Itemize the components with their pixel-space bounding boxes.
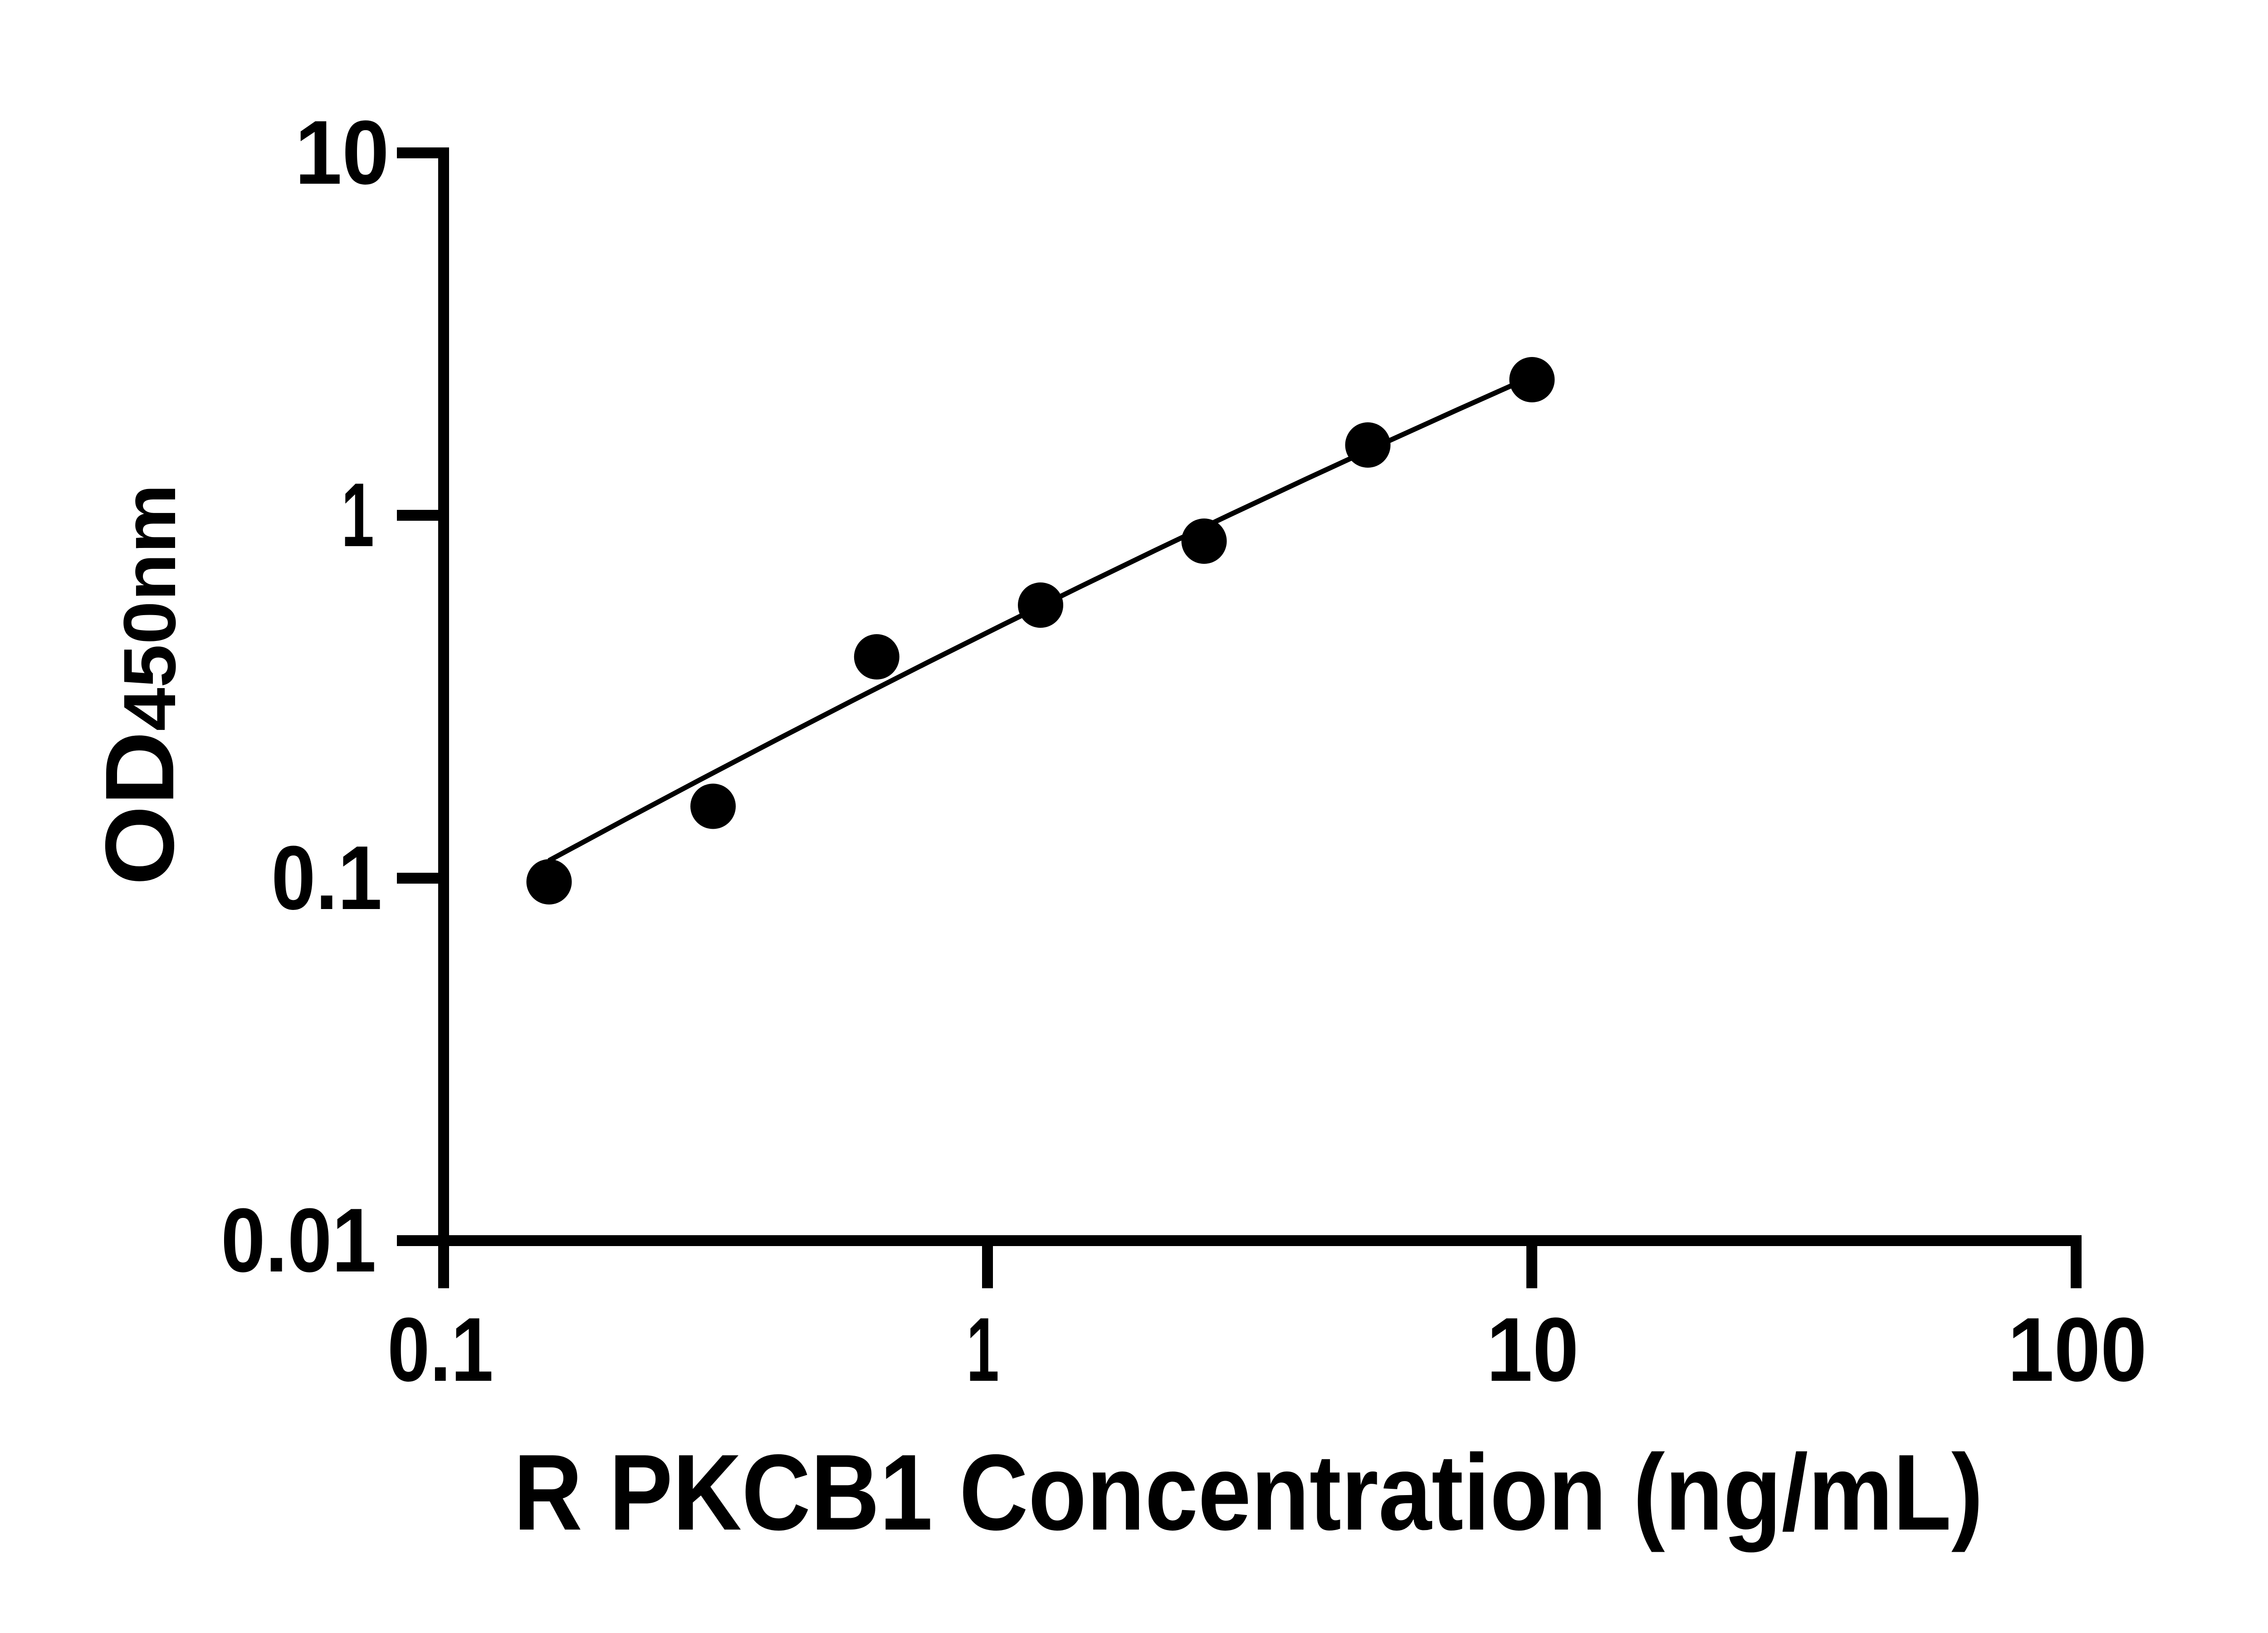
svg-text:1: 1 [967,1299,999,1400]
svg-text:10: 10 [1486,1298,1579,1400]
svg-text:0.1: 0.1 [387,1299,494,1400]
svg-text:0.01: 0.01 [221,1189,376,1291]
svg-text:1: 1 [342,464,374,566]
svg-text:0.1: 0.1 [271,827,382,928]
svg-text:OD450nm: OD450nm [85,484,194,885]
svg-text:R PKCB1 Concentration (ng/mL): R PKCB1 Concentration (ng/mL) [513,1432,1983,1553]
svg-text:10: 10 [295,102,389,203]
svg-text:100: 100 [2008,1299,2147,1400]
